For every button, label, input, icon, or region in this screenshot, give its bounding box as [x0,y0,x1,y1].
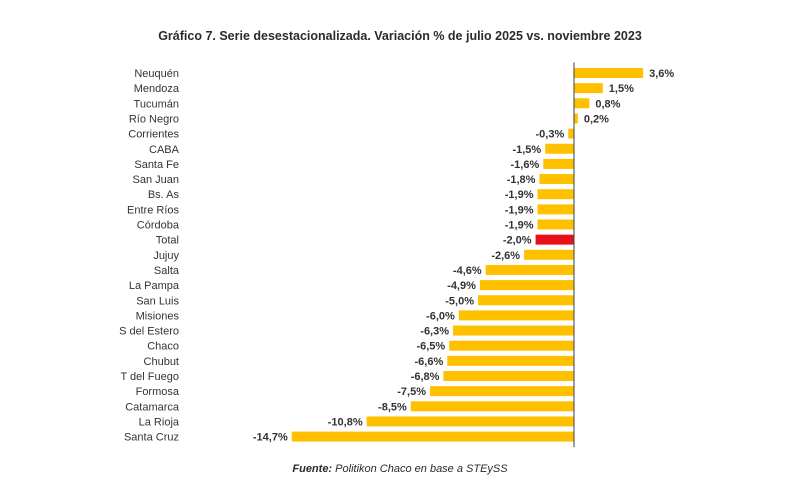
data-label: 0,2% [584,113,609,125]
bar [574,98,590,109]
bar [458,310,574,321]
category-label: Río Negro [129,113,179,125]
data-label: -6,0% [426,310,455,322]
chart-source: Fuente: Politikon Chaco en base a STEySS [0,463,800,475]
category-label: CABA [149,144,180,156]
category-label: S del Estero [119,326,179,338]
bar [443,371,574,381]
data-label: -1,9% [505,220,534,232]
bar [485,264,574,275]
bar [524,249,574,260]
data-label: -6,5% [416,341,445,353]
bar [543,158,574,169]
data-label: -6,6% [415,356,444,368]
bar [574,113,578,124]
data-label: 3,6% [649,68,674,80]
category-label: Chubut [144,356,179,368]
category-label: San Juan [133,174,179,186]
bar [568,128,574,139]
category-label: Mendoza [134,83,180,95]
data-label: -5,0% [445,295,474,307]
data-label: -2,6% [491,250,520,262]
bar [447,355,574,366]
bar [574,83,603,94]
data-label: 1,5% [609,83,634,95]
bar [537,219,574,230]
category-label: Santa Fe [134,159,179,171]
chart-title: Gráfico 7. Serie desestacionalizada. Var… [158,29,642,43]
data-label: -2,0% [503,235,532,247]
category-label: Tucumán [134,98,179,110]
category-label: Chaco [147,341,179,353]
category-label: Entre Ríos [127,204,179,216]
bar [537,204,574,215]
bar [539,174,574,185]
data-label: -10,8% [328,416,363,428]
category-label: Total [156,235,179,247]
data-label: -8,5% [378,401,407,413]
data-label: -1,5% [512,144,541,156]
category-label: La Rioja [139,416,180,428]
category-label: Misiones [136,310,180,322]
bar [430,386,574,397]
data-label: -6,3% [420,326,449,338]
category-label: Jujuy [153,250,179,262]
data-label: -4,9% [447,280,476,292]
category-label: Salta [154,265,180,277]
category-label: T del Fuego [120,371,179,383]
data-label: -7,5% [397,386,426,398]
category-label: Corrientes [128,129,179,141]
bar [410,401,574,412]
data-label: -1,8% [507,174,536,186]
category-label: San Luis [136,295,179,307]
bar [479,280,574,291]
bar [449,340,574,351]
category-label: Formosa [136,386,180,398]
bar [574,68,644,78]
source-text: Politikon Chaco en base a STEySS [335,463,508,475]
category-label: Córdoba [137,220,180,232]
data-label: -1,9% [505,189,534,201]
bar-total [535,234,574,245]
data-label: -14,7% [253,432,288,444]
bar [366,416,574,427]
data-label: 0,8% [595,98,620,110]
source-label: Fuente: [292,463,333,475]
category-label: Bs. As [148,189,180,201]
bar [291,431,574,442]
bar [545,143,574,154]
data-label: -0,3% [535,129,564,141]
data-label: -1,6% [511,159,540,171]
data-label: -6,8% [411,371,440,383]
category-label: Santa Cruz [124,432,179,444]
category-label: Catamarca [125,401,180,413]
category-label: Neuquén [134,68,179,80]
bar [453,325,574,336]
data-label: -4,6% [453,265,482,277]
category-label: La Pampa [129,280,180,292]
bar [537,189,574,200]
data-label: -1,9% [505,204,534,216]
bar [478,295,574,306]
